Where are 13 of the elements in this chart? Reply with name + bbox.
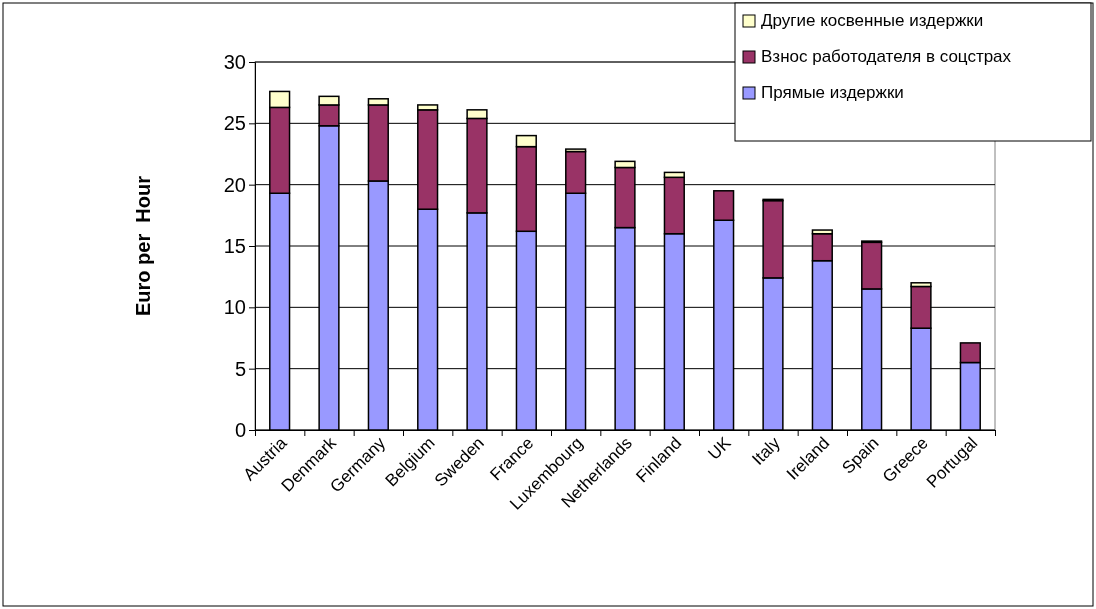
y-tick-label: 30 [223,50,246,73]
legend-label: Взнос работодателя в соцстрах [761,47,1012,66]
y-axis-title: Euro per Hour [132,175,154,317]
y-tick-label: 0 [234,418,246,441]
y-tick-label: 20 [223,173,246,196]
y-tick-label: 10 [223,296,246,319]
legend-label: Другие косвенные издержки [761,11,984,30]
y-tick-label: 5 [234,357,246,380]
x-tick-label: UK [704,432,735,464]
y-tick-label: 25 [223,112,246,135]
y-tick-label: 15 [223,234,246,257]
x-tick-label: Italy [748,433,785,469]
legend-label: Прямые издержки [761,83,904,102]
